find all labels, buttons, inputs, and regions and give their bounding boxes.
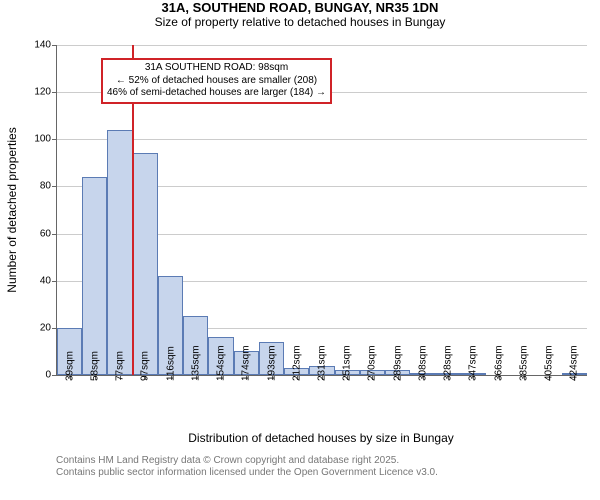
gridline <box>57 45 587 46</box>
plot-area: 02040608010012014039sqm58sqm77sqm97sqm11… <box>56 45 587 376</box>
histogram-bar <box>133 153 158 375</box>
xtick-label: 77sqm <box>115 351 126 381</box>
xtick-label: 212sqm <box>291 345 302 381</box>
x-axis-title: Distribution of detached houses by size … <box>188 431 454 445</box>
annotation-line: 46% of semi-detached houses are larger (… <box>107 87 326 100</box>
ytick-label: 40 <box>40 275 57 286</box>
histogram-bar <box>82 177 107 375</box>
xtick-label: 174sqm <box>241 345 252 381</box>
chart-subtitle: Size of property relative to detached ho… <box>0 15 600 29</box>
xtick-label: 231sqm <box>317 345 328 381</box>
footer-attribution: Contains HM Land Registry data © Crown c… <box>56 455 438 479</box>
xtick-label: 135sqm <box>190 345 201 381</box>
annotation-line: 31A SOUTHEND ROAD: 98sqm <box>107 62 326 75</box>
ytick-label: 0 <box>45 370 57 381</box>
histogram-bar <box>107 130 132 375</box>
xtick-label: 308sqm <box>417 345 428 381</box>
xtick-label: 270sqm <box>367 345 378 381</box>
ytick-label: 20 <box>40 322 57 333</box>
annotation-box: 31A SOUTHEND ROAD: 98sqm← 52% of detache… <box>101 58 332 104</box>
xtick-label: 385sqm <box>518 345 529 381</box>
xtick-label: 405sqm <box>544 345 555 381</box>
y-axis-title: Number of detached properties <box>5 127 19 292</box>
xtick-label: 97sqm <box>140 351 151 381</box>
xtick-label: 116sqm <box>165 346 176 381</box>
xtick-label: 154sqm <box>216 345 227 381</box>
xtick-label: 347sqm <box>468 345 479 381</box>
ytick-label: 100 <box>34 134 57 145</box>
xtick-label: 39sqm <box>64 351 75 381</box>
chart-title: 31A, SOUTHEND ROAD, BUNGAY, NR35 1DN <box>0 0 600 15</box>
xtick-label: 58sqm <box>89 351 100 381</box>
xtick-label: 251sqm <box>342 345 353 381</box>
annotation-line: ← 52% of detached houses are smaller (20… <box>107 75 326 88</box>
gridline <box>57 139 587 140</box>
xtick-label: 366sqm <box>493 345 504 381</box>
ytick-label: 60 <box>40 228 57 239</box>
xtick-label: 289sqm <box>392 345 403 381</box>
xtick-label: 193sqm <box>266 345 277 381</box>
ytick-label: 140 <box>34 40 57 51</box>
xtick-label: 328sqm <box>443 345 454 381</box>
footer-line: Contains HM Land Registry data © Crown c… <box>56 455 438 467</box>
footer-line: Contains public sector information licen… <box>56 467 438 479</box>
xtick-label: 424sqm <box>569 345 580 381</box>
ytick-label: 120 <box>34 87 57 98</box>
ytick-label: 80 <box>40 181 57 192</box>
